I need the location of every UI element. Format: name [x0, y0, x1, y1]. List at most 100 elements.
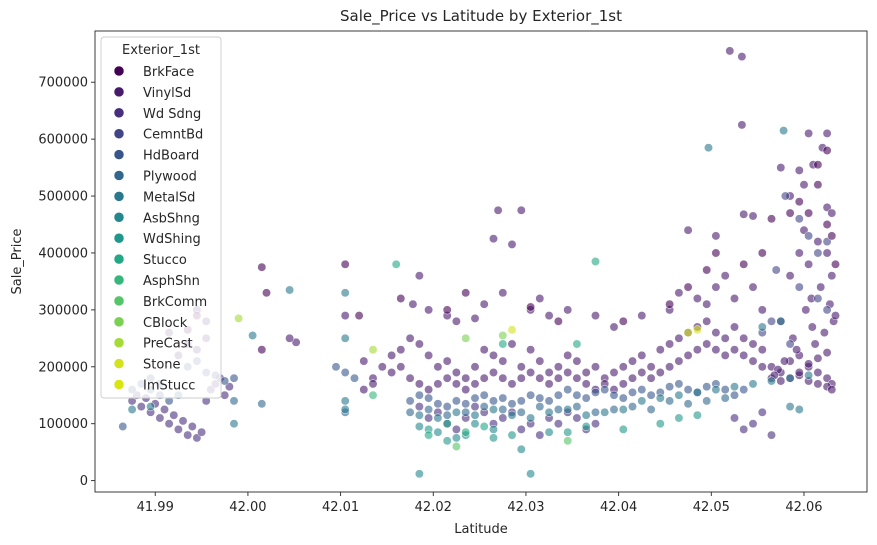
data-point	[813, 248, 823, 258]
data-point	[748, 419, 758, 429]
data-point	[813, 379, 823, 389]
data-point	[655, 419, 665, 429]
data-point	[739, 333, 749, 343]
x-tick-label: 42.01	[322, 500, 359, 515]
data-point	[544, 311, 554, 321]
x-tick-label: 42.03	[507, 500, 544, 515]
data-point	[470, 402, 480, 412]
data-point	[581, 368, 591, 377]
data-point	[340, 333, 350, 343]
data-point	[285, 333, 295, 343]
data-point	[368, 379, 378, 389]
data-point	[350, 373, 359, 383]
data-point	[553, 405, 563, 414]
legend-marker	[113, 379, 125, 390]
data-point	[804, 259, 814, 269]
data-point	[368, 345, 378, 355]
data-point	[785, 402, 795, 412]
data-point	[757, 362, 767, 372]
data-point	[767, 430, 776, 440]
data-point	[442, 402, 452, 412]
data-point	[285, 285, 295, 295]
data-point	[737, 52, 747, 62]
data-point	[591, 387, 600, 397]
data-point	[757, 305, 767, 315]
data-point	[451, 442, 461, 451]
data-point	[730, 382, 739, 392]
data-point	[516, 205, 526, 215]
data-point	[563, 405, 573, 414]
data-point	[819, 328, 829, 338]
data-point	[489, 350, 498, 360]
legend-entry-label: Plywood	[143, 170, 197, 185]
data-point	[377, 362, 387, 372]
data-point	[730, 294, 739, 303]
data-point	[748, 211, 758, 221]
legend-entry-label: HdBoard	[143, 149, 199, 164]
data-point	[779, 126, 789, 136]
data-point	[748, 282, 758, 292]
data-point	[359, 356, 369, 366]
data-point	[405, 333, 415, 343]
data-point	[730, 322, 739, 332]
x-tick-label: 42.00	[229, 500, 266, 515]
data-point	[748, 379, 758, 389]
data-point	[683, 350, 693, 360]
data-point	[127, 405, 137, 414]
data-point	[396, 362, 406, 372]
data-point	[169, 410, 179, 420]
y-tick-label: 300000	[38, 303, 88, 318]
data-point	[470, 362, 480, 372]
data-point	[461, 407, 471, 417]
data-point	[257, 399, 267, 409]
data-point	[618, 393, 628, 403]
data-point	[433, 413, 443, 423]
data-point	[804, 208, 814, 218]
data-point	[489, 424, 498, 434]
data-point	[785, 339, 795, 349]
x-axis: 41.99 42.00 42.01 42.02 42.03 42.04 42.05 42.06	[137, 492, 823, 515]
data-point	[535, 373, 545, 383]
data-point	[433, 427, 443, 437]
data-point	[526, 413, 536, 423]
data-point	[553, 419, 563, 429]
data-point	[160, 405, 169, 414]
data-point	[711, 282, 721, 292]
data-point	[804, 370, 814, 380]
legend-marker	[113, 274, 125, 286]
data-point	[704, 143, 713, 153]
data-point	[414, 379, 424, 389]
data-point	[516, 407, 526, 417]
data-point	[414, 402, 424, 412]
data-point	[737, 120, 747, 130]
data-point	[628, 387, 637, 397]
data-point	[757, 322, 767, 332]
data-point	[674, 288, 684, 298]
data-point	[451, 407, 461, 417]
data-point	[507, 239, 517, 249]
legend-marker	[113, 65, 125, 77]
data-point	[248, 331, 258, 340]
legend-entry-label: AsphShn	[143, 274, 200, 289]
data-point	[628, 373, 637, 383]
data-point	[804, 128, 814, 138]
data-point	[822, 248, 832, 258]
data-point	[804, 231, 814, 241]
data-point	[461, 288, 471, 298]
legend-marker	[113, 107, 125, 119]
data-point	[470, 379, 480, 389]
data-point	[553, 316, 563, 326]
data-point	[655, 345, 665, 355]
data-point	[405, 396, 415, 406]
data-point	[498, 331, 508, 340]
data-point	[414, 339, 424, 349]
data-point	[792, 345, 802, 355]
data-point	[451, 316, 461, 326]
data-point	[591, 311, 600, 321]
data-point	[739, 385, 749, 395]
data-point	[424, 413, 434, 423]
data-point	[591, 419, 600, 429]
data-point	[229, 419, 239, 429]
legend-entry-label: Wd Sdng	[143, 107, 201, 122]
data-point	[507, 325, 517, 335]
